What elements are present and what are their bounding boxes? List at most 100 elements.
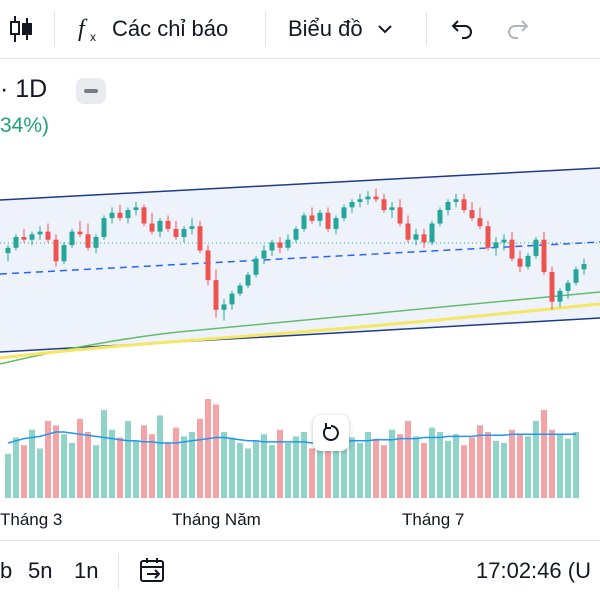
volume-bar bbox=[429, 427, 435, 498]
volume-bar bbox=[573, 432, 579, 498]
volume-bar bbox=[189, 432, 195, 498]
volume-bar bbox=[309, 448, 315, 498]
candle-body bbox=[357, 199, 363, 202]
volume-ma-line bbox=[7, 431, 576, 444]
volume-bar bbox=[365, 432, 371, 498]
candle-body bbox=[365, 196, 371, 200]
candle-body bbox=[389, 207, 395, 211]
candle-body bbox=[5, 247, 11, 254]
volume-bar bbox=[149, 434, 155, 498]
candle-body bbox=[133, 207, 139, 211]
volume-bar bbox=[453, 434, 459, 498]
reset-chart-button[interactable] bbox=[313, 415, 349, 451]
bottom-toolbar: b 5n 1n 17:02:46 (U bbox=[0, 540, 600, 601]
volume-bar bbox=[5, 454, 11, 498]
undo-button[interactable] bbox=[448, 0, 474, 58]
volume-bar bbox=[77, 418, 83, 498]
volume-bar bbox=[293, 436, 299, 498]
volume-bar bbox=[413, 436, 419, 498]
volume-bar bbox=[269, 445, 275, 498]
volume-bar bbox=[485, 432, 491, 498]
volume-bar bbox=[37, 448, 43, 498]
reset-icon bbox=[322, 423, 339, 441]
toolbar-divider-line bbox=[0, 58, 600, 59]
volume-bars bbox=[5, 399, 579, 498]
candle-body bbox=[117, 212, 123, 219]
volume-bar bbox=[373, 438, 379, 498]
volume-bar bbox=[397, 434, 403, 498]
x-tick-label: Tháng 7 bbox=[402, 510, 465, 529]
volume-bar bbox=[29, 429, 35, 498]
redo-button[interactable] bbox=[506, 0, 532, 58]
candle-body bbox=[293, 228, 299, 240]
candle-body bbox=[461, 199, 467, 211]
candle-body bbox=[61, 245, 67, 262]
volume-bar bbox=[469, 437, 475, 498]
candle-body bbox=[45, 231, 51, 240]
redo-icon bbox=[508, 20, 529, 39]
channel-upper-line bbox=[0, 167, 600, 201]
volume-bar bbox=[157, 415, 163, 498]
volume-bar bbox=[565, 438, 571, 498]
x-tick-label: Tháng Năm bbox=[172, 510, 261, 529]
candle-body bbox=[85, 234, 91, 248]
candle-body bbox=[317, 212, 323, 221]
indicators-label: Các chỉ báo bbox=[112, 16, 229, 41]
candle-body bbox=[493, 242, 499, 248]
volume-bar bbox=[13, 437, 19, 498]
function-icon: f x bbox=[78, 16, 96, 44]
volume-bar bbox=[437, 432, 443, 498]
volume-bar bbox=[117, 437, 123, 498]
candle-body bbox=[509, 239, 515, 259]
candle-body bbox=[549, 272, 555, 302]
go-to-date-button[interactable] bbox=[138, 541, 168, 601]
volume-bar bbox=[349, 437, 355, 498]
collapse-legend-button[interactable] bbox=[76, 78, 106, 104]
toolbar-divider bbox=[265, 12, 266, 46]
candle-body bbox=[341, 207, 347, 219]
candle-body bbox=[261, 250, 267, 259]
candles-icon-button[interactable] bbox=[8, 0, 34, 58]
volume-bar bbox=[53, 425, 59, 498]
indicators-button[interactable]: f x Các chỉ báo bbox=[76, 0, 228, 58]
chart-type-button[interactable]: Biểu đồ bbox=[288, 0, 395, 58]
candle-body bbox=[141, 207, 147, 224]
candle-body bbox=[429, 223, 435, 243]
volume-bar bbox=[165, 443, 171, 498]
volume-bar bbox=[549, 429, 555, 498]
candle-body bbox=[181, 228, 187, 237]
candle-body bbox=[69, 231, 75, 246]
volume-bar bbox=[125, 421, 131, 498]
volume-bar bbox=[245, 448, 251, 498]
candle-body bbox=[405, 223, 411, 240]
candle-body bbox=[125, 210, 131, 219]
candle-body bbox=[285, 239, 291, 248]
candle-body bbox=[381, 199, 387, 211]
candle-body bbox=[469, 210, 475, 219]
channel-lower-line bbox=[0, 317, 600, 353]
candles bbox=[5, 188, 587, 321]
chevron-down-icon bbox=[377, 25, 392, 34]
candle-body bbox=[533, 239, 539, 256]
range-partial-button[interactable]: b bbox=[0, 558, 13, 583]
volume-bar bbox=[405, 421, 411, 498]
range-5y-button[interactable]: 5n bbox=[28, 558, 53, 583]
top-toolbar: f x Các chỉ báo Biểu đồ bbox=[0, 0, 600, 58]
interval-label: · 1D bbox=[0, 75, 48, 103]
clock-time[interactable]: 17:02:46 (U bbox=[476, 558, 591, 583]
candle-body bbox=[565, 282, 571, 291]
candle-body bbox=[53, 239, 59, 262]
candle-body bbox=[21, 237, 27, 240]
volume-bar bbox=[21, 445, 27, 498]
candle-body bbox=[397, 207, 403, 224]
candle-body bbox=[253, 258, 259, 275]
calendar-arrow-icon bbox=[140, 558, 164, 582]
price-change-percent: 34%) bbox=[0, 114, 50, 137]
candle-body bbox=[165, 220, 171, 229]
candle-body bbox=[229, 293, 235, 305]
range-1y-button[interactable]: 1n bbox=[74, 558, 99, 583]
volume-bar bbox=[333, 434, 339, 498]
candle-body bbox=[525, 255, 531, 267]
candle-body bbox=[453, 199, 459, 202]
